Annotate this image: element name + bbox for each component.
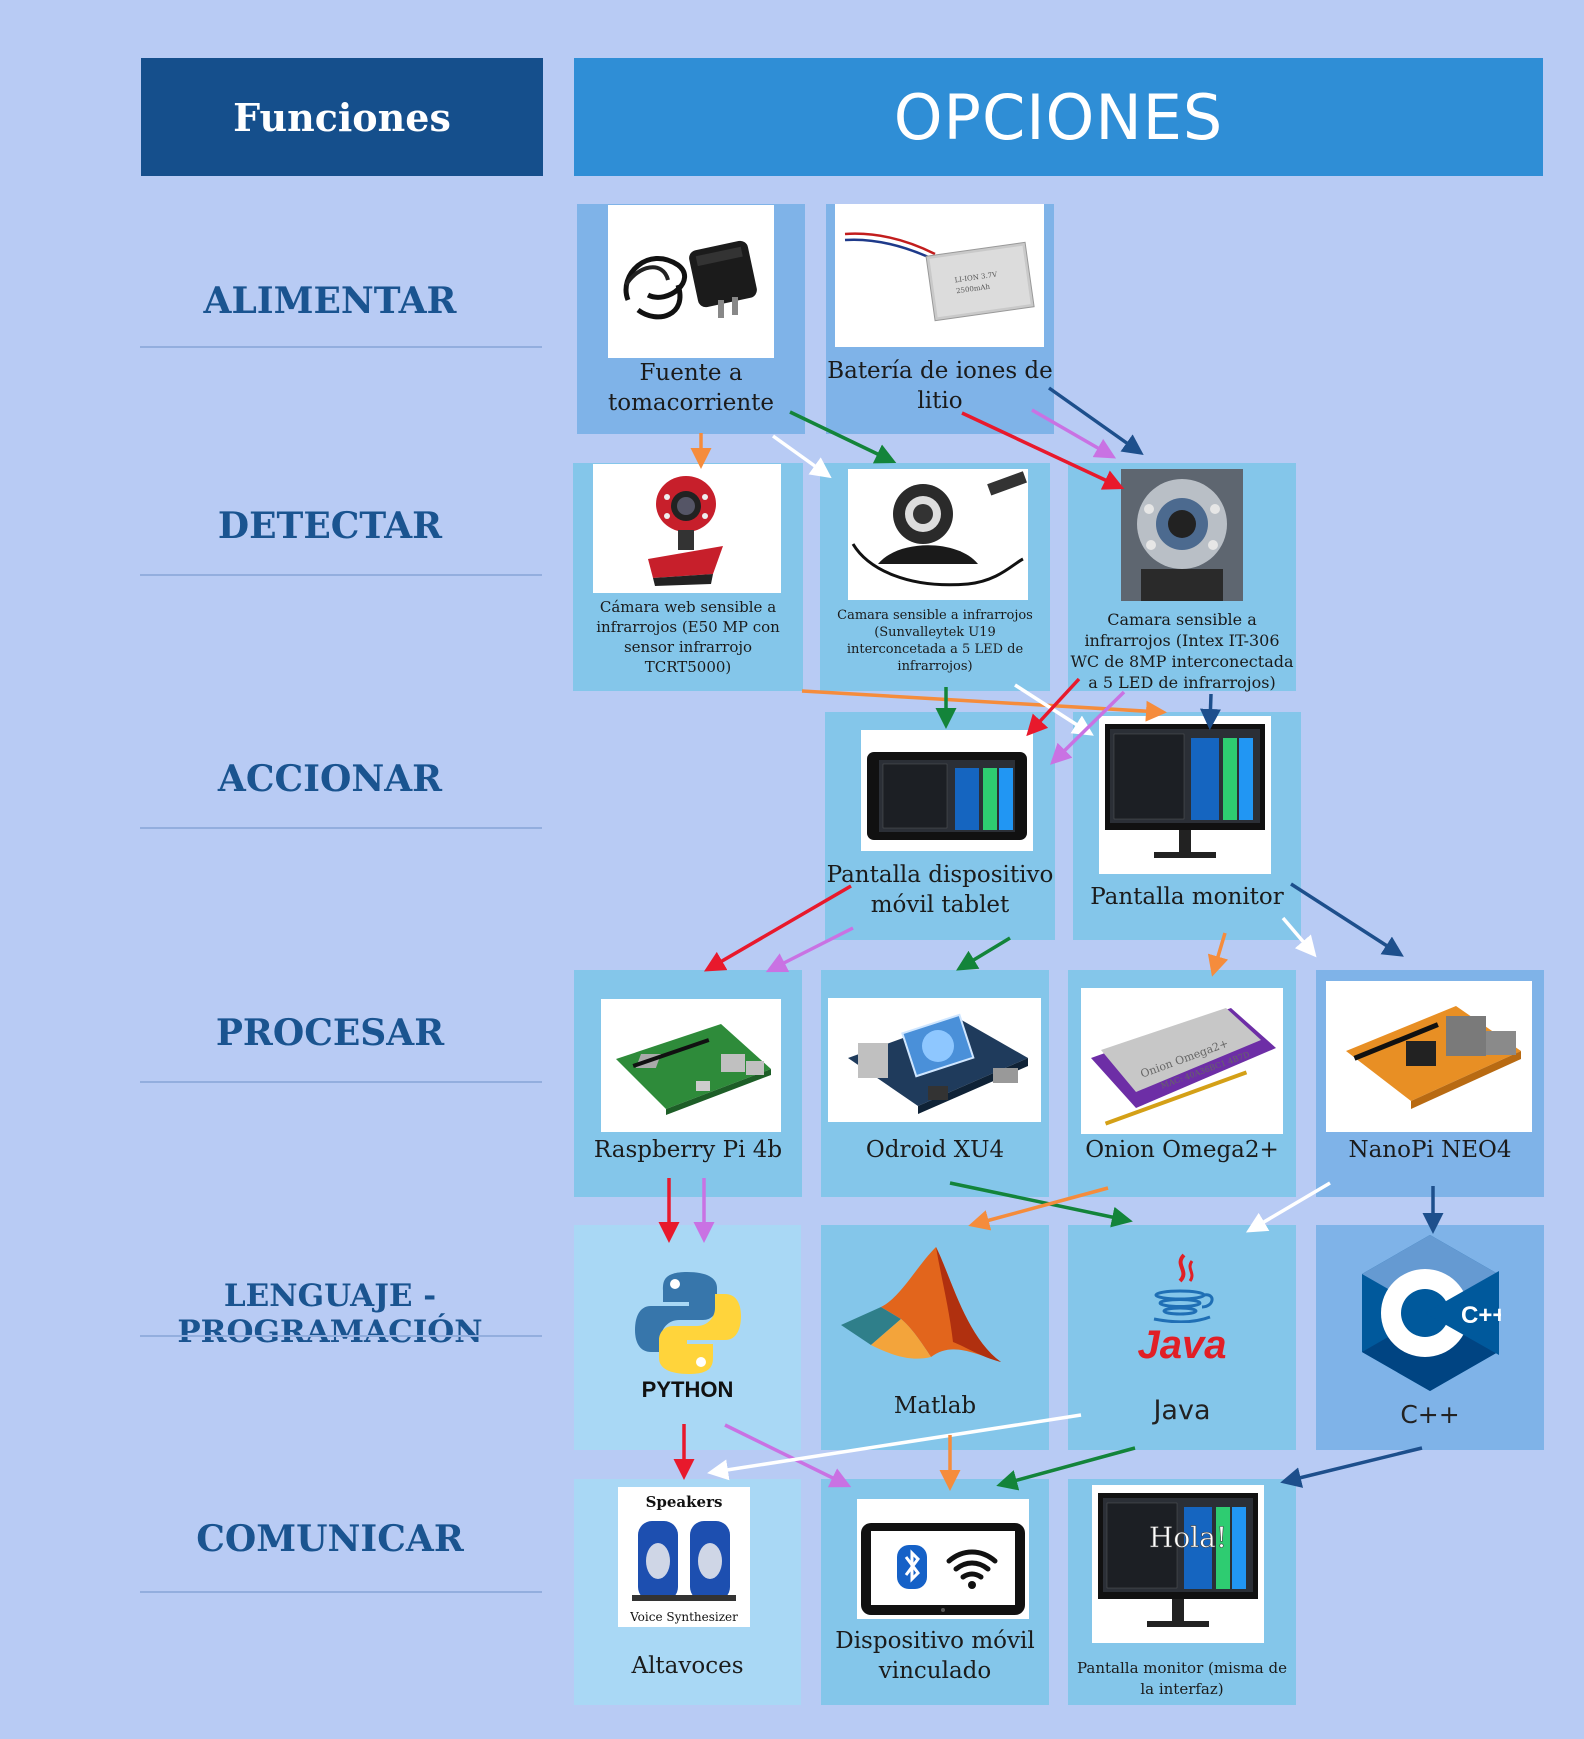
caption-onion: Onion Omega2+ [1085,1137,1279,1163]
hola-text: Hola! [1149,1521,1227,1554]
caption-camara-web: Cámara web sensible a infrarrojos (E50 M… [596,598,780,676]
row-label-lenguaje: LENGUAJE - PROGRAMACIÓN [177,1278,483,1350]
power-adapter-image [608,205,774,358]
onion-omega-image: Onion Omega2+ MAC: 40A36BC1 4B7D [1081,988,1283,1134]
option-python: PYTHON [574,1225,801,1450]
caption-python: PYTHON [641,1377,734,1402]
caption-movil-vinculado: Dispositivo móvil vinculado [835,1628,1035,1684]
monitor-screen-image [1099,716,1271,874]
arrow-navy [1290,882,1404,957]
option-nanopi: NanoPi NEO4 [1316,970,1544,1197]
option-onion: Onion Omega2+ MAC: 40A36BC1 4B7D Onion O… [1068,970,1296,1197]
caption-pantalla-monitor: Pantalla monitor [1090,884,1284,910]
caption-camara-sunvalley: Camara sensible a infrarrojos (Sunvalley… [837,608,1033,674]
python-logo-icon [633,1268,743,1378]
tablet-screen-image [861,730,1033,851]
monitor-hola-image: Hola! [1092,1485,1264,1643]
row-label-comunicar: COMUNICAR [196,1518,464,1560]
caption-cpp: C++ [1400,1400,1460,1429]
arrow-navy [1280,1446,1423,1488]
speakers-image: Speakers Voice Synthesizer [618,1487,750,1627]
option-pantalla-monitor: Pantalla monitor [1073,712,1301,940]
java-cup-icon [1144,1253,1220,1324]
matlab-logo-icon [841,1247,1001,1377]
red-webcam-image [593,464,781,593]
row-label-accionar: ACCIONAR [217,758,443,800]
option-movil-vinculado: Dispositivo móvil vinculado [821,1479,1049,1705]
caption-altavoces: Altavoces [631,1653,744,1679]
row-label-procesar: PROCESAR [215,1012,445,1054]
caption-monitor-interfaz: Pantalla monitor (misma de la interfaz) [1077,1659,1287,1698]
java-logo-text: Java [1137,1323,1227,1367]
row-divider [140,346,542,348]
option-cpp: C++ C++ [1316,1225,1544,1450]
caption-fuente: Fuente a tomacorriente [608,360,774,416]
odroid-xu4-image [828,998,1041,1122]
option-bateria: LI-ION 3.7V 2500mAh Batería de iones de … [826,204,1054,434]
option-camara-web: Cámara web sensible a infrarrojos (E50 M… [573,463,803,691]
option-java: Java Java [1068,1225,1296,1450]
option-altavoces: Speakers Voice Synthesizer Altavoces [574,1479,801,1705]
option-odroid: Odroid XU4 [821,970,1049,1197]
black-webcam-image [848,469,1028,600]
caption-camara-intex: Camara sensible a infrarrojos (Intex IT-… [1070,610,1294,692]
caption-odroid: Odroid XU4 [865,1137,1005,1163]
arrow-navy [1047,386,1144,456]
intex-camera-image [1121,469,1243,601]
caption-raspberry: Raspberry Pi 4b [593,1137,783,1163]
row-label-detectar: DETECTAR [217,505,443,547]
option-camara-sunvalley: Camara sensible a infrarrojos (Sunvalley… [820,463,1050,691]
option-camara-intex: Camara sensible a infrarrojos (Intex IT-… [1068,463,1296,692]
caption-nanopi: NanoPi NEO4 [1348,1137,1512,1163]
option-fuente: Fuente a tomacorriente [577,204,805,434]
row-divider [140,574,542,576]
speakers-title-text: Speakers [646,1493,723,1511]
caption-bateria: Batería de iones de litio [827,358,1053,414]
option-monitor-interfaz: Hola! Pantalla monitor (misma de la inte… [1068,1479,1296,1705]
caption-pantalla-tablet: Pantalla dispositivo móvil tablet [826,862,1054,918]
nanopi-neo4-image [1326,981,1532,1132]
caption-matlab: Matlab [893,1393,977,1419]
arrow-green [956,936,1011,971]
row-divider [140,1335,542,1337]
caption-java: Java [1153,1395,1211,1426]
wifi-icon [946,1549,998,1580]
option-pantalla-tablet: Pantalla dispositivo móvil tablet [825,712,1055,940]
tablet-bluetooth-wifi-image [857,1499,1029,1619]
lithium-battery-image: LI-ION 3.7V 2500mAh [835,204,1044,347]
row-divider [140,827,542,829]
speakers-sub-text: Voice Synthesizer [629,1610,738,1624]
row-label-alimentar: ALIMENTAR [203,280,457,322]
options-header: OPCIONES [574,58,1543,176]
cpp-logo-text: C++ [1461,1302,1501,1329]
arrow-orange [801,689,1167,722]
cpp-logo-icon: C++ [1359,1233,1506,1393]
option-raspberry: Raspberry Pi 4b [574,970,802,1197]
row-divider [140,1591,542,1593]
functions-header: Funciones [141,58,543,176]
option-matlab: Matlab [821,1225,1049,1450]
raspberry-pi-image [601,999,781,1132]
row-divider [140,1081,542,1083]
